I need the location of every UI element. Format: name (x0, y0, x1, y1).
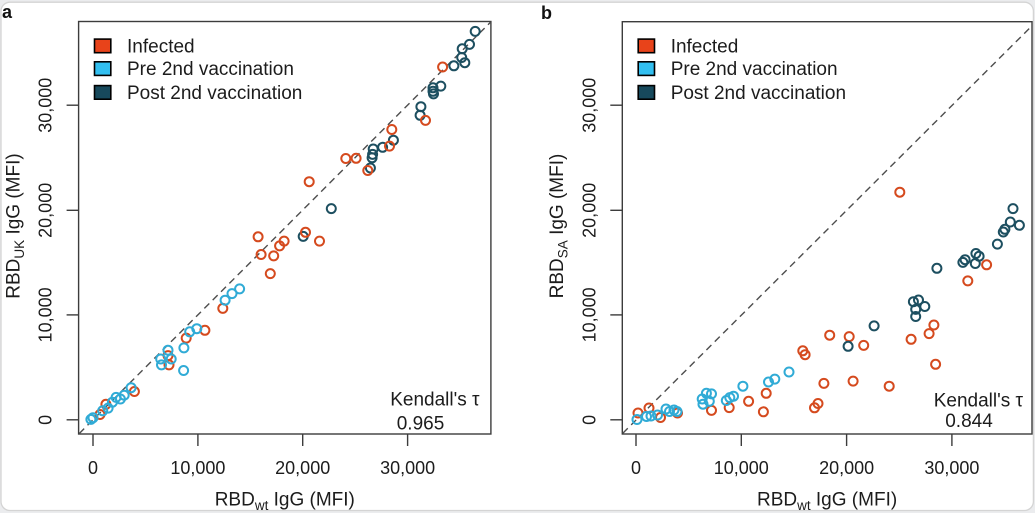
svg-text:10,000: 10,000 (36, 287, 56, 342)
svg-text:Kendall's τ: Kendall's τ (934, 391, 1024, 412)
svg-text:30,000: 30,000 (579, 78, 599, 133)
svg-text:Post 2nd vaccination: Post 2nd vaccination (127, 83, 302, 104)
svg-text:RBDwt IgG (MFI): RBDwt IgG (MFI) (215, 490, 355, 514)
svg-text:Infected: Infected (127, 36, 195, 57)
svg-text:Pre 2nd vaccination: Pre 2nd vaccination (671, 59, 838, 80)
svg-text:20,000: 20,000 (819, 458, 874, 478)
svg-text:0: 0 (36, 415, 56, 425)
svg-text:Kendall's τ: Kendall's τ (390, 390, 480, 411)
svg-text:20,000: 20,000 (275, 458, 330, 478)
svg-text:0: 0 (631, 458, 641, 478)
svg-text:0: 0 (88, 458, 98, 478)
svg-text:0: 0 (579, 415, 599, 425)
svg-text:RBDSA IgG (MFI): RBDSA IgG (MFI) (547, 154, 571, 299)
svg-text:10,000: 10,000 (579, 287, 599, 342)
svg-text:20,000: 20,000 (36, 183, 56, 238)
svg-text:30,000: 30,000 (924, 458, 979, 478)
svg-text:b: b (541, 3, 552, 23)
svg-text:Infected: Infected (671, 36, 739, 57)
svg-text:Pre 2nd vaccination: Pre 2nd vaccination (127, 59, 294, 80)
svg-text:30,000: 30,000 (36, 78, 56, 133)
svg-text:a: a (2, 2, 13, 22)
svg-text:RBDUK IgG (MFI): RBDUK IgG (MFI) (4, 153, 28, 298)
svg-text:10,000: 10,000 (170, 458, 225, 478)
svg-text:0.844: 0.844 (945, 411, 993, 432)
svg-text:20,000: 20,000 (579, 183, 599, 238)
svg-text:0.965: 0.965 (397, 414, 445, 435)
svg-text:30,000: 30,000 (380, 458, 435, 478)
svg-text:Post 2nd vaccination: Post 2nd vaccination (671, 83, 846, 104)
svg-text:RBDwt IgG (MFI): RBDwt IgG (MFI) (757, 490, 897, 514)
svg-text:10,000: 10,000 (714, 458, 769, 478)
